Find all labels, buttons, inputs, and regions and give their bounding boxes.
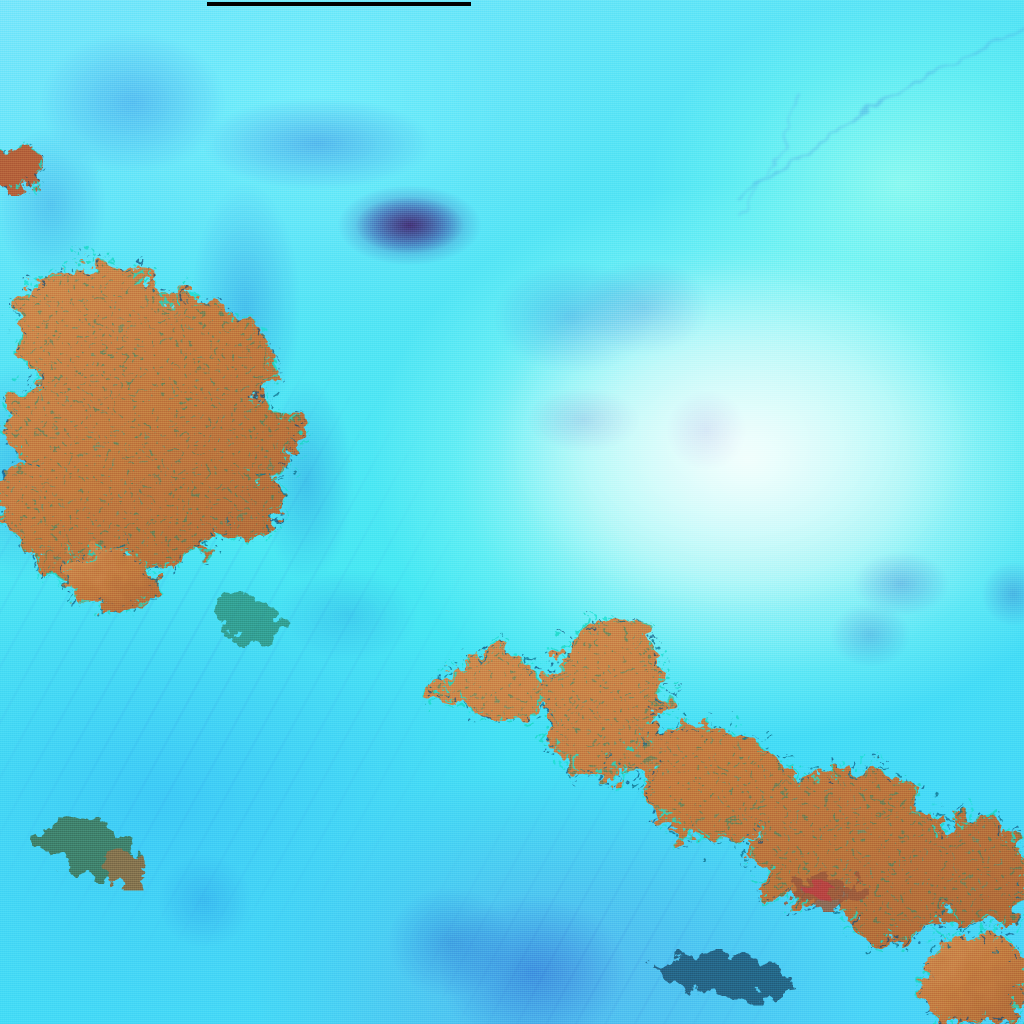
linear-drainage-branch: [735, 91, 801, 217]
scale-bar: [207, 2, 471, 6]
linear-drainage-northeast: [737, 26, 1024, 199]
landmass-south: [421, 611, 1024, 953]
islet-far-left: [0, 142, 49, 195]
landmass-northwest: [0, 258, 309, 590]
landmass-northwest-lobe: [57, 543, 164, 617]
islet-southwest: [36, 819, 147, 887]
reef-cluster-centre-left: [211, 596, 283, 643]
landmass-east-tip: [915, 929, 1024, 1024]
reef-cluster-south-east: [652, 954, 793, 1000]
